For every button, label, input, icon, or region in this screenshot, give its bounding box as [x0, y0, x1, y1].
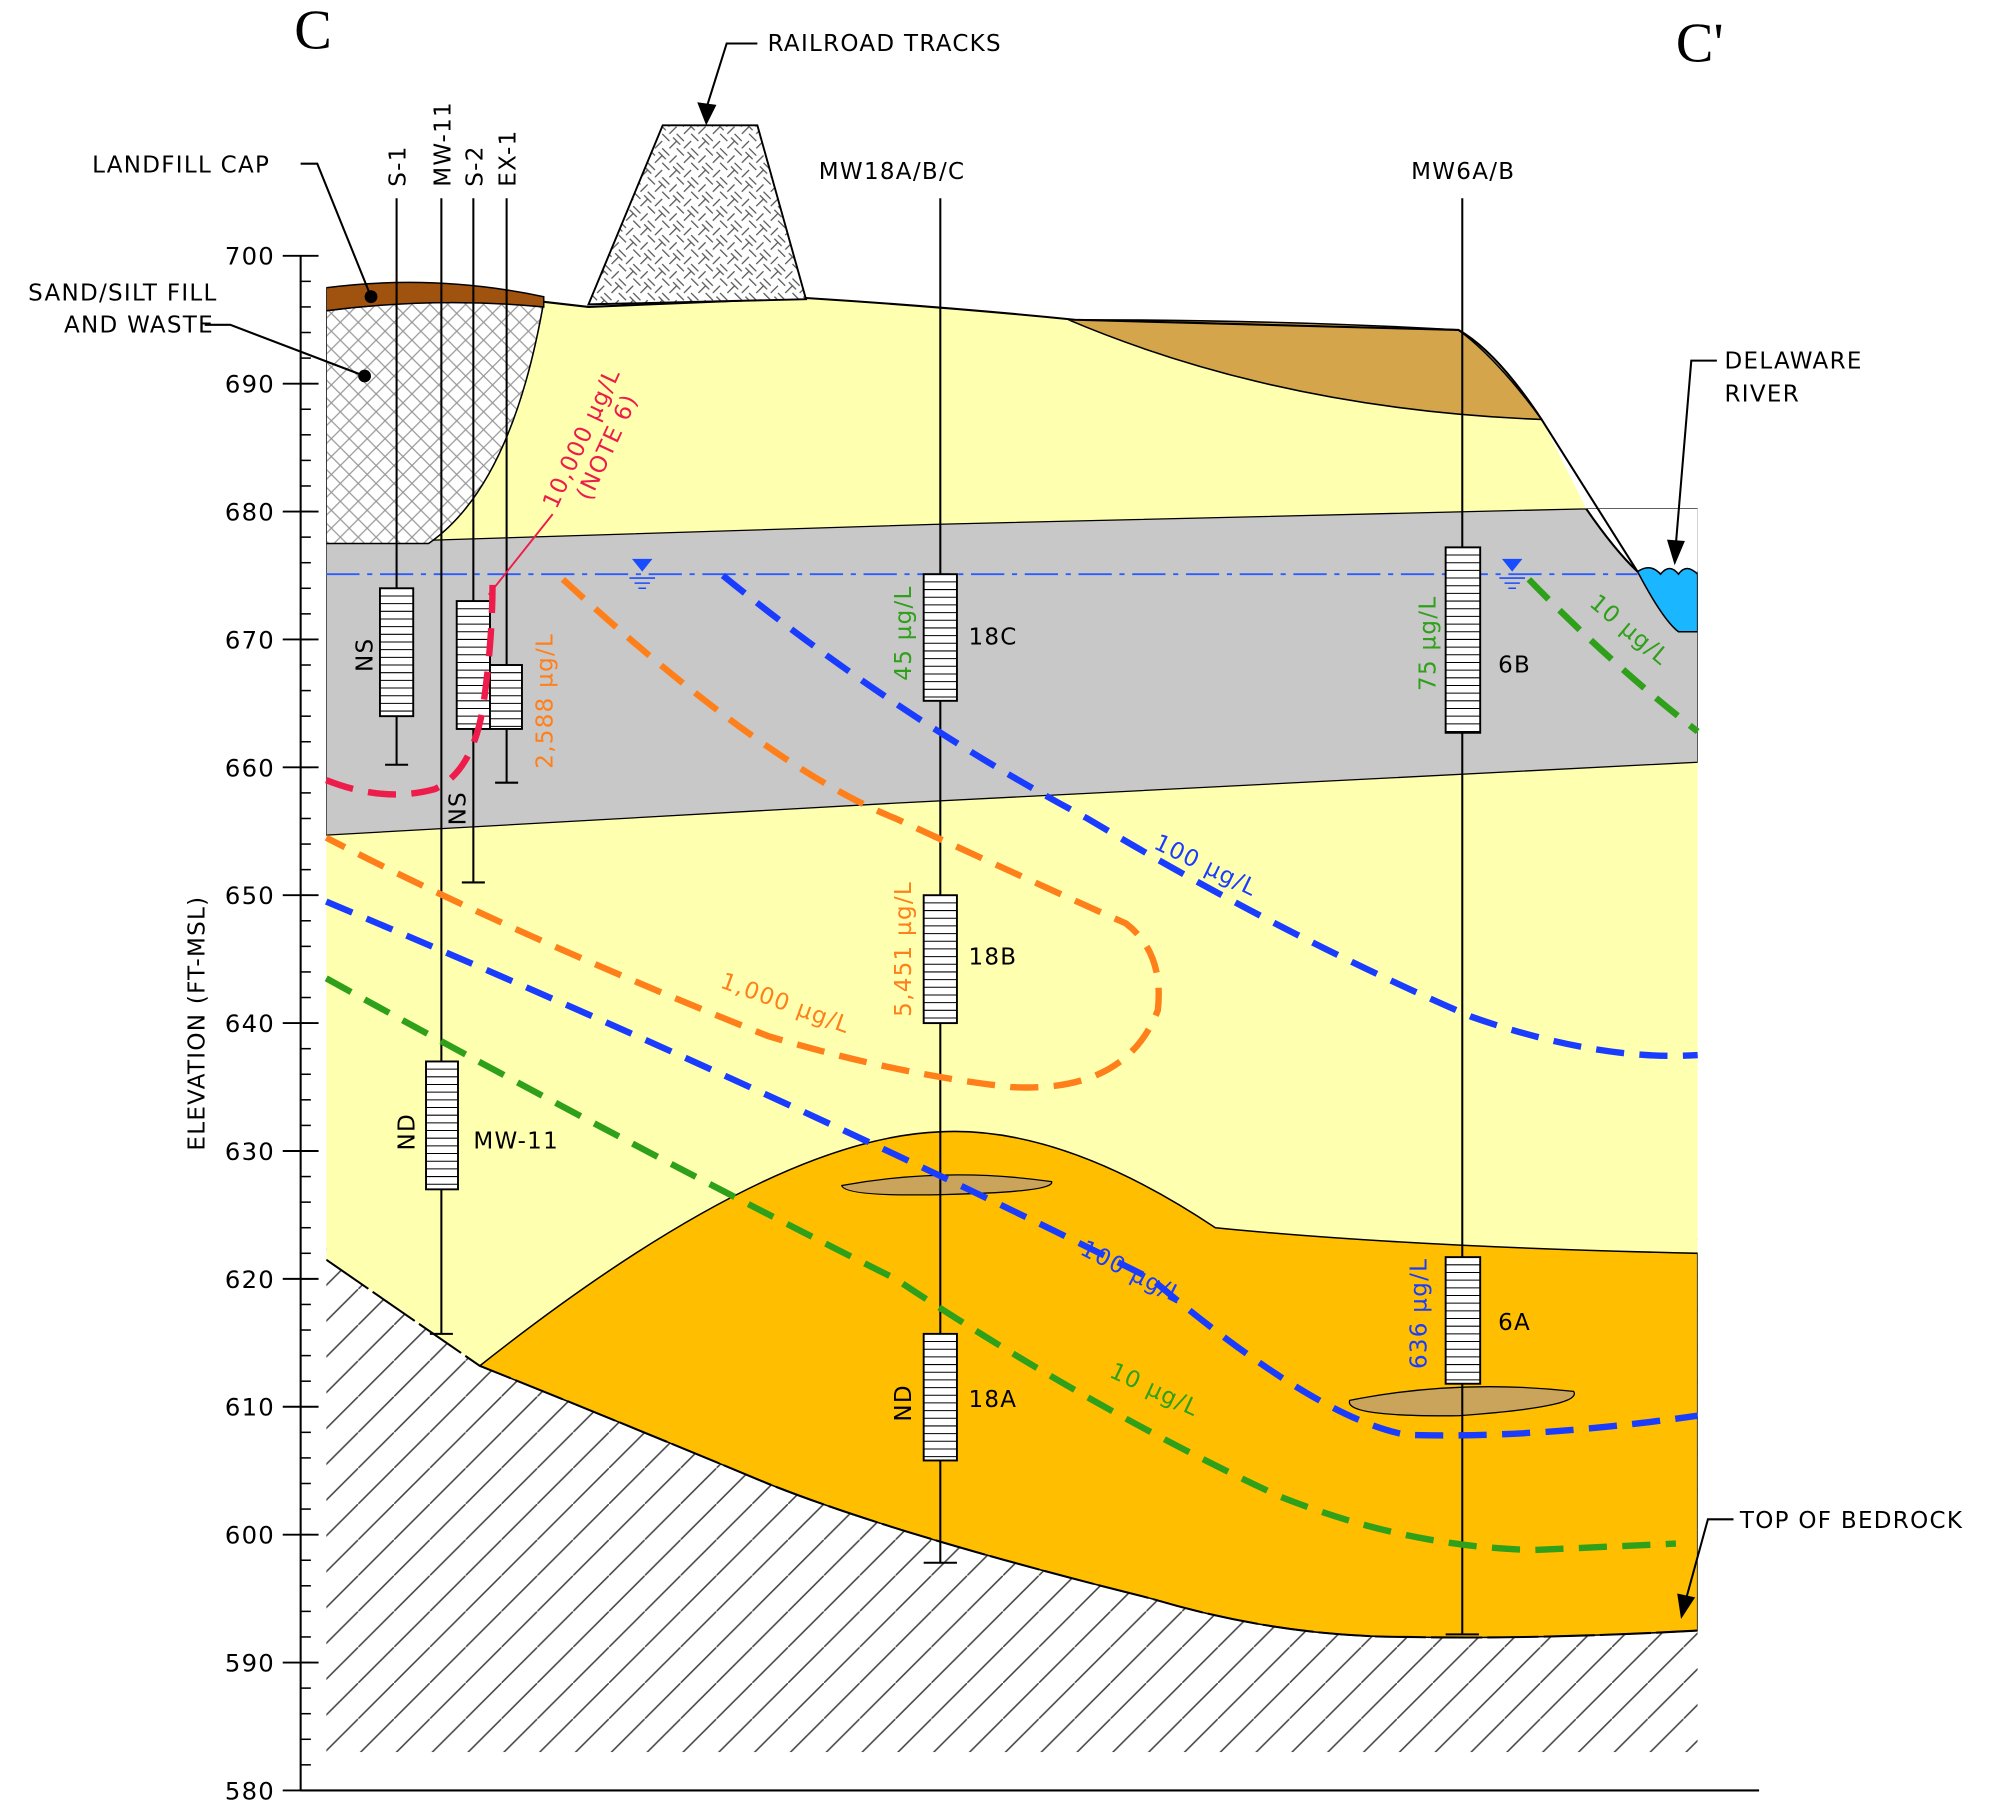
- well-label: S-2: [462, 145, 488, 186]
- result: 5,451 µg/L: [891, 881, 917, 1017]
- callout: RIVER: [1725, 382, 1800, 408]
- section-end: C': [1676, 12, 1724, 74]
- tick-label: 660: [225, 753, 275, 782]
- arrowhead: [697, 102, 716, 125]
- tick-label: 600: [225, 1521, 275, 1550]
- tick-label: 650: [225, 881, 275, 910]
- callout: SAND/SILT FILL: [28, 281, 218, 307]
- result: 636 µg/L: [1406, 1258, 1432, 1369]
- tick-label: 590: [225, 1648, 275, 1677]
- tick-label: 610: [225, 1393, 275, 1422]
- leader-dot: [358, 370, 371, 383]
- section-start: C: [294, 0, 332, 62]
- screen-label: MW-11: [473, 1128, 559, 1154]
- result: ND: [891, 1384, 917, 1421]
- well-screen: [490, 665, 522, 729]
- well-label: MW18A/B/C: [819, 159, 966, 185]
- well-screen: [924, 895, 957, 1023]
- well-screen: [380, 588, 413, 716]
- callout: LANDFILL CAP: [92, 153, 270, 179]
- result: NS: [446, 791, 472, 825]
- tick-label: 630: [225, 1137, 275, 1166]
- screen-label: 18C: [968, 625, 1017, 651]
- tick-label: 640: [225, 1009, 275, 1038]
- result: ND: [395, 1113, 421, 1150]
- leader: [706, 43, 757, 108]
- well-label: MW-11: [430, 101, 456, 187]
- screen-label: 18B: [968, 944, 1017, 970]
- callout: DELAWARE: [1725, 348, 1863, 374]
- tick-label: 680: [225, 498, 275, 527]
- callout: AND WASTE: [64, 313, 214, 339]
- result: 2,588 µg/L: [533, 633, 559, 769]
- callout: TOP OF BEDROCK: [1739, 1508, 1963, 1534]
- result: NS: [352, 638, 378, 672]
- body: 580590600610620630640650660670680690700 …: [0, 0, 2006, 1816]
- cross-section: 580590600610620630640650660670680690700 …: [0, 0, 2006, 1816]
- callout: RAILROAD TRACKS: [768, 31, 1002, 57]
- leader: [301, 164, 371, 297]
- tick-label: 700: [225, 242, 275, 271]
- tick-label: 580: [225, 1776, 275, 1805]
- page: Cross Section C-C' { "section": {"start"…: [0, 0, 2006, 1816]
- geology: [326, 282, 1697, 1752]
- tick-label: 670: [225, 625, 275, 654]
- well-label: EX-1: [496, 129, 522, 186]
- well-screen: [1446, 547, 1481, 732]
- result: 75 µg/L: [1415, 596, 1441, 691]
- well-label: S-1: [386, 145, 412, 186]
- tick-label: 690: [225, 370, 275, 399]
- well-label: MW6A/B: [1411, 159, 1515, 185]
- screen-label: 6B: [1498, 653, 1531, 679]
- leader-dot: [365, 290, 378, 303]
- tick-label: 620: [225, 1265, 275, 1294]
- result: 45 µg/L: [891, 585, 917, 680]
- axis-label: ELEVATION (FT-MSL): [185, 896, 211, 1151]
- screen-label: 6A: [1498, 1310, 1531, 1336]
- screen-label: 18A: [968, 1387, 1017, 1413]
- well-screen: [426, 1061, 458, 1189]
- railroad-embankment: [588, 125, 805, 304]
- well-screen: [457, 601, 490, 729]
